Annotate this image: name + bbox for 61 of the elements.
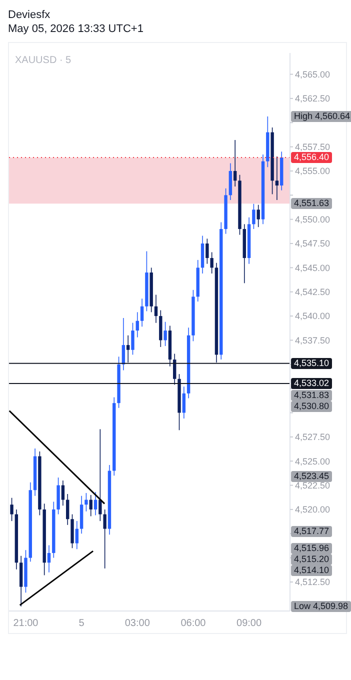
candlestick [75,520,79,550]
text: 4,530.80 [291,400,332,412]
candlestick [122,318,126,371]
text: 4,517.77 [291,526,332,537]
text: High 4,560.64 [291,110,351,122]
candlestick [173,353,176,386]
candlestick [47,544,51,573]
y-tick-label: 4,522.50 [295,480,330,490]
text: Low 4,509.98 [291,600,351,612]
x-tick-label: 21:00 [13,618,39,630]
text: 4,515.20 [291,554,332,566]
candlestick [154,294,158,324]
candlestick [126,334,130,363]
y-tick-label: 4,512.50 [295,577,330,588]
y-tick-label: 4,527.50 [295,432,330,442]
y-tick-label: 4,520.00 [295,504,330,515]
candlestick [206,238,209,264]
candlestick [103,509,106,569]
candlestick [94,492,98,516]
candlestick [164,321,167,346]
y-tick-label: 4,542.50 [295,287,330,298]
y-tick-label: 4,555.00 [295,166,330,176]
x-tick-label: 03:00 [124,618,150,630]
y-tick-label: 4,562.50 [295,94,330,104]
text: 4,514.10 [291,565,332,576]
y-tick-label: 4,537.50 [295,335,330,346]
y-tick-label: 4,547.50 [295,238,330,249]
text: 4,551.63 [291,198,332,210]
candlestick [66,494,70,526]
text: 4,515.96 [291,543,332,554]
candlestick [131,322,134,356]
x-tick-label: 09:00 [236,618,262,630]
candlestick [136,312,139,338]
x-tick-label: 06:00 [180,618,206,630]
y-tick-label: 4,525.00 [295,456,330,466]
ref-line-label: 4,535.10 [291,358,332,369]
chart-title: XAUUSD · 5 [15,55,72,66]
candlestick [84,492,88,512]
candlestick [89,494,92,517]
y-tick-label: 4,565.00 [295,69,330,80]
y-tick-label: 4,540.00 [295,311,330,322]
candlestick [98,428,102,522]
ref-line-label: 4,533.02 [291,378,332,390]
y-tick-label: 4,545.00 [295,262,330,273]
text: 4,531.83 [291,390,332,401]
candlestick [256,204,260,228]
candlestick [233,140,237,187]
x-tick-label: 5 [78,618,85,630]
candlestick [61,480,65,506]
candlestick [10,497,14,522]
y-tick-label: 4,550.00 [295,214,330,225]
text: May 05, 2026 13:33 UTC+1 [8,22,144,36]
candlestick [210,252,214,274]
y-tick-label: 4,557.50 [295,142,330,152]
chart-subtitle: Deviesfx [8,8,52,22]
candlestick [140,298,144,328]
ref-line-label: 4,556.40 [291,152,332,163]
candlestick [275,156,279,200]
candlestick [182,386,186,419]
text: 4,523.45 [291,470,332,482]
candlestick [252,203,256,230]
